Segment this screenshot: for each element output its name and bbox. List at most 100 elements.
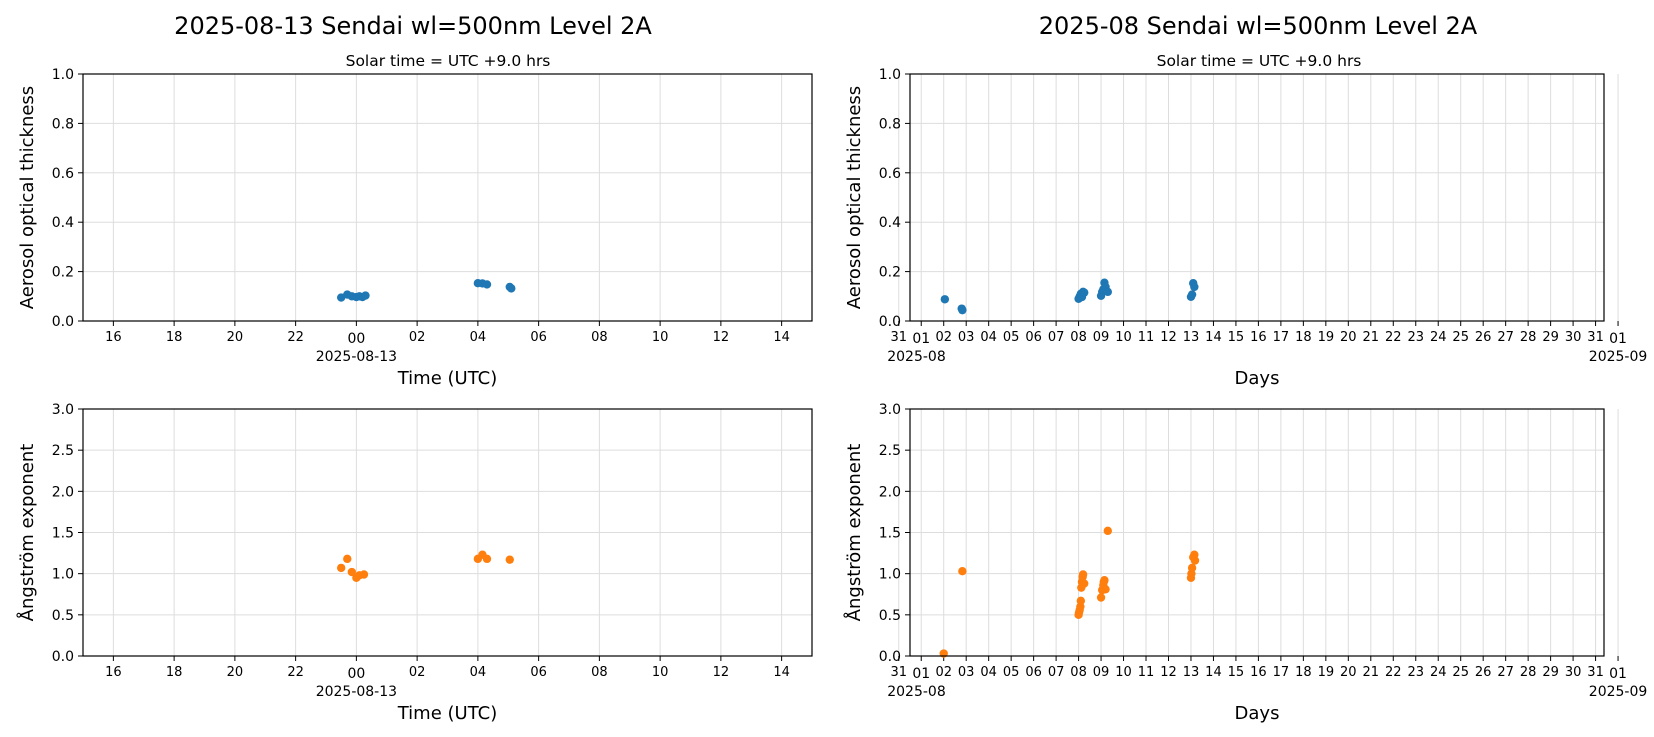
x-tick-label: 16 [1250,330,1267,345]
data-point [1187,563,1197,573]
x-tick-label: 00 [347,331,365,347]
x-tick-label: 13 [1183,665,1200,680]
x-tick-label: 19 [1318,665,1335,680]
x-tick-label: 24 [1430,330,1447,345]
panel-monthly-angstrom: 0.0 0.5 1.0 1.5 2.0 2.5 3.0 31 01 02 03 04 05 06 07 08 0… [843,402,1647,724]
solar-time-right: Solar time = UTC +9.0 hrs [1157,52,1362,70]
y-tick-label: 0.0 [879,314,901,330]
y-tick-label: 1.0 [879,567,901,583]
x-tick-label: 31 [890,330,907,345]
x-tick-label: 01 [912,331,930,347]
plot-frame [909,73,1605,322]
x-tick-label: 30 [1565,330,1582,345]
plot-frame [909,408,1605,657]
x-tick-label: 05 [1003,665,1020,680]
data-point [1103,287,1113,297]
x-tick-label: 07 [1048,330,1065,345]
x-tick-label: 00 [347,666,365,682]
data-point [1190,282,1199,292]
x-tick-label: 06 [1025,665,1042,680]
y-tick-label: 2.0 [879,484,901,500]
x-tick-label: 13 [1183,330,1200,345]
x-axis-label: Time (UTC) [397,368,498,389]
x-tick-label: 16 [1250,665,1267,680]
data-point [507,284,516,293]
x-tick-label: 22 [287,330,304,345]
x-tick-label: 25 [1452,665,1469,680]
y-tick-label: 0.0 [879,649,901,665]
y-tick-label: 0.5 [879,608,901,624]
data-point [1096,593,1106,602]
date-label-end: 2025-09 [1589,349,1648,365]
x-tick-label: 20 [1340,665,1357,680]
y-axis-label: Ångström exponent [16,444,38,622]
y-tick-label: 1.0 [52,67,74,83]
x-tick-label: 26 [1475,330,1492,345]
x-tick-label: 18 [166,665,183,680]
x-tick-label: 12 [713,665,730,680]
data-point [1080,579,1089,588]
x-tick-label: 22 [1385,665,1402,680]
x-tick-label: 30 [1565,665,1582,680]
data-point [940,295,950,304]
x-tick-label: 24 [1430,665,1447,680]
date-label: 2025-08-13 [316,684,397,700]
y-tick-label: 0.4 [879,215,901,231]
x-tick-label: 04 [980,665,997,680]
x-tick-label: 17 [1273,330,1290,345]
x-tick-label: 16 [105,665,122,680]
data-point [1190,556,1200,565]
x-tick-label: 12 [1160,330,1177,345]
y-tick-label: 1.5 [879,526,901,542]
x-tick-label: 08 [591,665,608,680]
x-tick-label: 10 [1115,330,1132,345]
y-tick-label: 1.5 [52,526,74,542]
y-tick-label: 2.5 [52,443,74,459]
plot-frame [82,408,813,657]
x-tick-label: 27 [1497,330,1514,345]
x-tick-label: 04 [980,330,997,345]
y-tick-label: 1.0 [879,67,901,83]
data-point [361,291,370,300]
x-tick-label: 06 [530,665,547,680]
x-tick-label: 06 [530,330,547,345]
x-tick-label: 08 [591,330,608,345]
y-tick-label: 0.6 [52,166,74,182]
x-axis-label: Days [1235,368,1280,389]
y-axis-label: Ångström exponent [843,444,865,622]
data-point [1101,585,1110,594]
y-tick-label: 0.8 [879,116,901,132]
x-tick-label: 05 [1003,330,1020,345]
x-tick-label: 23 [1407,665,1424,680]
x-tick-label: 02 [935,330,952,345]
x-tick-label: 08 [1070,330,1087,345]
data-point [1078,570,1088,579]
x-tick-label: 04 [470,665,487,680]
x-tick-label: 03 [958,665,975,680]
data-point [958,305,967,315]
x-tick-label: 25 [1452,330,1469,345]
panel-daily-angstrom: 0.0 0.5 1.0 1.5 2.0 2.5 3.0 16 18 20 22 00 02 04 06 08 1… [16,402,813,724]
x-tick-label: 31 [1587,665,1604,680]
x-tick-label: 21 [1363,330,1380,345]
panel-daily-aot: 0.0 0.2 0.4 0.6 0.8 1.0 16 18 20 22 00 02 04 06 08 10 12… [17,67,813,389]
x-tick-label: 31 [1587,330,1604,345]
y-tick-label: 0.5 [52,608,74,624]
x-tick-label: 08 [1070,665,1087,680]
x-tick-label: 03 [958,330,975,345]
x-tick-label: 31 [890,665,907,680]
x-tick-label: 06 [1025,330,1042,345]
y-tick-label: 3.0 [879,402,901,418]
x-tick-label: 11 [1138,330,1155,345]
x-tick-label: 17 [1273,665,1290,680]
x-tick-label: 27 [1497,665,1514,680]
x-tick-label: 14 [773,665,790,680]
x-tick-label: 09 [1093,665,1110,680]
y-axis-label: Aerosol optical thickness [844,86,865,309]
x-tick-label: 20 [227,330,244,345]
y-axis-label: Aerosol optical thickness [17,86,38,309]
y-tick-label: 0.8 [52,116,74,132]
y-tick-label: 0.0 [52,314,74,330]
x-tick-label: 12 [1160,665,1177,680]
panel-monthly-aot: 0.0 0.2 0.4 0.6 0.8 1.0 31 01 02 03 04 05 06 07 08 09 10… [844,67,1647,389]
